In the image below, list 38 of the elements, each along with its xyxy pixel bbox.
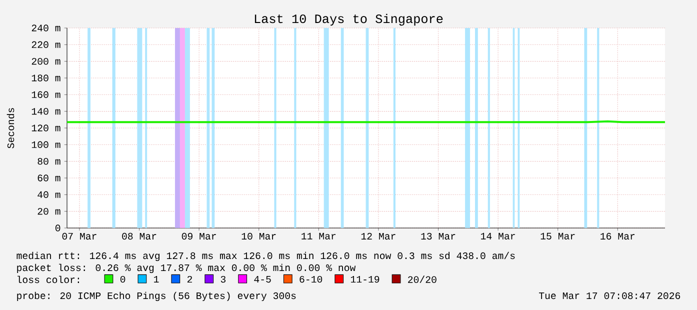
y-tick-label: 0 [55, 224, 60, 232]
x-tick-label: 07 Mar [62, 232, 96, 240]
x-tick-label: 16 Mar [600, 232, 635, 240]
y-tick-label: 240 m [32, 24, 60, 32]
x-tick-label: 10 Mar [242, 232, 276, 240]
legend-label: 3 [220, 276, 226, 283]
legend-title: loss color: [18, 276, 79, 284]
x-tick-label: 09 Mar [182, 232, 216, 240]
y-tick-label: 120 m [32, 124, 60, 132]
y-tick-label: 160 m [32, 91, 60, 98]
legend-label: 11-19 [350, 276, 380, 283]
x-tick-label: 14 Mar [481, 232, 515, 240]
legend-label: 6-10 [300, 276, 322, 283]
y-axis-title: Seconds [6, 108, 14, 148]
legend-label: 2 [187, 276, 192, 283]
x-tick-label: 15 Mar [540, 232, 575, 240]
x-tick-label: 13 Mar [421, 232, 456, 240]
legend-label: 4-5 [254, 276, 271, 283]
text: Tue Mar 17 07:08:47 2026 [539, 292, 680, 300]
y-tick-label: 80 m [38, 158, 60, 165]
chart-title: Last 10 Days to Singapore [254, 14, 443, 26]
y-tick-label: 220 m [32, 41, 60, 48]
text: probe: 20 ICMP Echo Pings (56 Bytes) every 300s [17, 292, 296, 302]
y-tick-label: 140 m [32, 108, 60, 115]
x-tick-label: 08 Mar [122, 232, 156, 240]
y-tick-label: 40 m [38, 191, 60, 198]
y-tick-label: 20 m [38, 208, 60, 215]
legend-label: 1 [154, 276, 159, 282]
legend-label: 20/20 [408, 276, 436, 283]
legend-label: 0 [120, 276, 126, 283]
y-tick-label: 180 m [32, 74, 60, 82]
x-tick-label: 11 Mar [302, 232, 336, 240]
text: packet loss: 0.26 % avg 17.87 % max 0.00 % min 0.00 % now [17, 264, 356, 274]
y-tick-label: 100 m [32, 141, 60, 148]
x-tick-label: 12 Mar [361, 232, 396, 240]
y-tick-label: 60 m [38, 174, 60, 182]
text: median rtt: 126.4 ms avg 127.8 ms max 126.0 ms min 126.0 ms now 0.3 ms sd 438.0 am/s [16, 252, 515, 262]
y-tick-label: 200 m [32, 58, 60, 65]
